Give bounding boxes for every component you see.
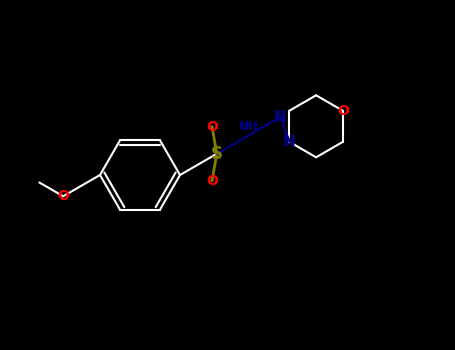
Text: N: N	[274, 110, 287, 125]
Text: O: O	[337, 104, 349, 118]
Text: O: O	[206, 120, 218, 134]
Text: NH: NH	[239, 119, 259, 133]
Text: S: S	[211, 145, 223, 163]
Text: O: O	[206, 174, 218, 188]
Text: N: N	[283, 134, 296, 149]
Text: O: O	[57, 189, 69, 203]
